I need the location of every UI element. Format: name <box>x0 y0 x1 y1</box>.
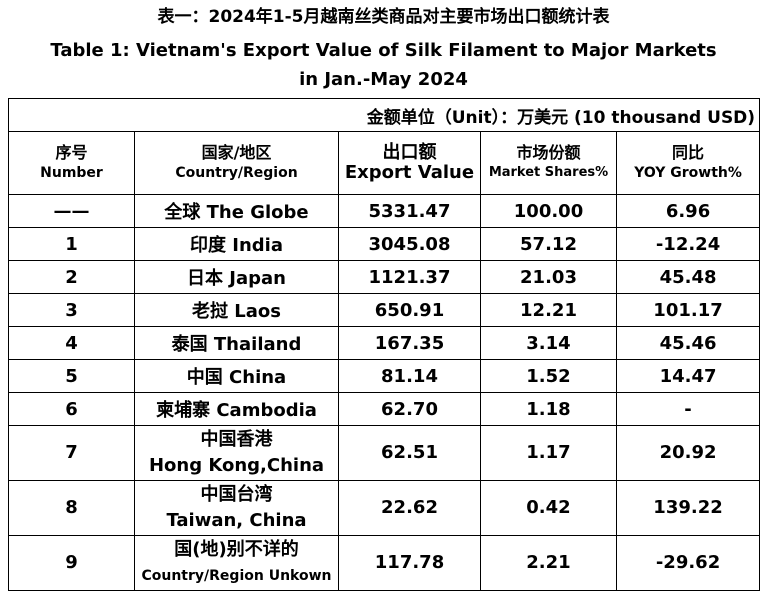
cell-yoy: 45.48 <box>615 260 761 294</box>
cell-country: 全球 The Globe <box>134 194 339 228</box>
cell-country: 老挝 Laos <box>134 293 339 327</box>
cell-country: 泰国 Thailand <box>134 326 339 360</box>
cell-number: 5 <box>8 359 135 393</box>
table-row: 1 印度 India 3045.08 57.12 -12.24 <box>8 227 761 261</box>
cell-country: 中国台湾 Taiwan, China <box>134 480 339 536</box>
table-row: 8 中国台湾 Taiwan, China 22.62 0.42 139.22 <box>8 480 761 536</box>
cell-share: 1.52 <box>480 359 617 393</box>
table-row: 4 泰国 Thailand 167.35 3.14 45.46 <box>8 326 761 360</box>
table-row: 7 中国香港 Hong Kong,China 62.51 1.17 20.92 <box>8 425 761 481</box>
cell-export: 81.14 <box>338 359 481 393</box>
cell-yoy: 101.17 <box>615 293 761 327</box>
cell-number: 6 <box>8 392 135 426</box>
cell-share: 3.14 <box>480 326 617 360</box>
cell-share: 1.17 <box>480 425 617 481</box>
title-english-line-2: in Jan.-May 2024 <box>299 69 468 90</box>
table-row: 2 日本 Japan 1121.37 21.03 45.48 <box>8 260 761 294</box>
title-chinese: 表一：2024年1-5月越南丝类商品对主要市场出口额统计表 <box>157 7 610 27</box>
header-row: 序号 Number 国家/地区 Country/Region 出口额 Export V… <box>8 131 761 195</box>
cell-export: 5331.47 <box>338 194 481 228</box>
table-row: 5 中国 China 81.14 1.52 14.47 <box>8 359 761 393</box>
cell-share: 12.21 <box>480 293 617 327</box>
cell-export: 117.78 <box>338 535 481 591</box>
cell-yoy: 6.96 <box>615 194 761 228</box>
table-row: 9 国(地)别不详的 Country/Region Unkown 117.78 2… <box>8 535 761 591</box>
cell-export: 3045.08 <box>338 227 481 261</box>
unit-label: 金额单位（Unit）：万美元 (10 thousand USD) <box>7 98 761 132</box>
cell-share: 21.03 <box>480 260 617 294</box>
cell-export: 1121.37 <box>338 260 481 294</box>
cell-export: 62.51 <box>338 425 481 481</box>
cell-yoy: 20.92 <box>615 425 761 481</box>
title-english-line-1: Table 1: Vietnam's Export Value of Silk … <box>50 40 717 61</box>
cell-share: 2.21 <box>480 535 617 591</box>
export-table: 金额单位（Unit）：万美元 (10 thousand USD) 序号 Numbe… <box>7 98 761 591</box>
cell-number: 8 <box>8 480 135 536</box>
cell-country: 柬埔寨 Cambodia <box>134 392 339 426</box>
cell-country: 中国香港 Hong Kong,China <box>134 425 339 481</box>
cell-export: 22.62 <box>338 480 481 536</box>
cell-country: 国(地)别不详的 Country/Region Unkown <box>134 535 339 591</box>
cell-number: 7 <box>8 425 135 481</box>
header-export: 出口额 Export Value <box>338 131 481 195</box>
header-country: 国家/地区 Country/Region <box>134 131 339 195</box>
cell-country: 日本 Japan <box>134 260 339 294</box>
cell-yoy: -12.24 <box>615 227 761 261</box>
cell-export: 167.35 <box>338 326 481 360</box>
cell-number: 4 <box>8 326 135 360</box>
cell-export: 650.91 <box>338 293 481 327</box>
cell-share: 1.18 <box>480 392 617 426</box>
cell-share: 57.12 <box>480 227 617 261</box>
header-number: 序号 Number <box>8 131 135 195</box>
header-yoy: 同比 YOY Growth% <box>615 131 761 195</box>
cell-export: 62.70 <box>338 392 481 426</box>
cell-yoy: 139.22 <box>615 480 761 536</box>
cell-number: 9 <box>8 535 135 591</box>
cell-number: 3 <box>8 293 135 327</box>
header-share: 市场份额 Market Shares% <box>480 131 617 195</box>
cell-yoy: -29.62 <box>615 535 761 591</box>
cell-yoy: 45.46 <box>615 326 761 360</box>
cell-yoy: - <box>615 392 761 426</box>
table-row: 3 老挝 Laos 650.91 12.21 101.17 <box>8 293 761 327</box>
cell-country: 印度 India <box>134 227 339 261</box>
cell-country: 中国 China <box>134 359 339 393</box>
cell-yoy: 14.47 <box>615 359 761 393</box>
cell-number: 1 <box>8 227 135 261</box>
cell-number: —— <box>8 194 135 228</box>
table-row: —— 全球 The Globe 5331.47 100.00 6.96 <box>8 194 761 228</box>
unit-row: 金额单位（Unit）：万美元 (10 thousand USD) <box>7 98 761 132</box>
cell-share: 0.42 <box>480 480 617 536</box>
table-row: 6 柬埔寨 Cambodia 62.70 1.18 - <box>8 392 761 426</box>
cell-number: 2 <box>8 260 135 294</box>
cell-share: 100.00 <box>480 194 617 228</box>
